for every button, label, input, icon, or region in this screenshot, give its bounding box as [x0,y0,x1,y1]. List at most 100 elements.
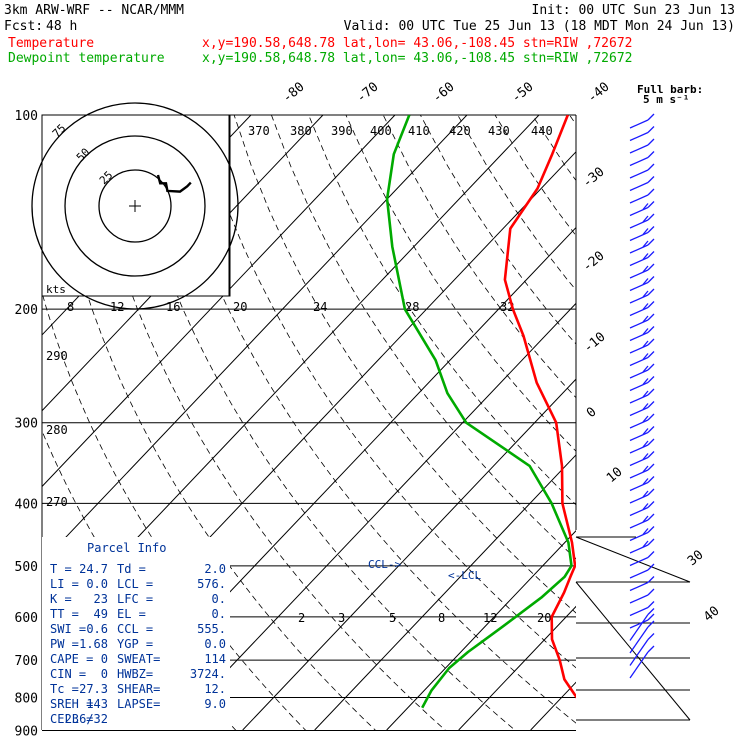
theta-label: 420 [449,124,471,138]
mixing-ratio-label: 20 [537,611,551,625]
wind-barb-flag [642,490,649,498]
parcel-info-cell: 49 [94,607,108,621]
wind-barb [629,244,649,254]
wind-barb-flag [642,453,649,460]
parcel-info-cell: Td = [117,562,146,576]
wind-barb [629,531,649,542]
parcel-info-cell: 3724. [190,667,226,681]
wind-barb [629,394,649,404]
isotherm [675,115,740,730]
isotherm-label: -60 [430,79,458,106]
wind-barb-flag [642,228,649,235]
parcel-info-cell: Tc = [50,682,79,696]
wind-barb-flag [647,613,655,621]
parcel-info-cell: 1.68 [79,637,108,651]
parcel-info-cell: EL = [117,607,146,621]
wind-barb-flag [647,263,655,271]
parcel-info-cell: 0.6 [86,622,108,636]
dewpoint-profile [385,115,573,709]
parcel-info-cell: SREH = [50,697,93,711]
parcel-info-cell: 24.7 [79,562,108,576]
theta-label: 410 [408,124,430,138]
dry-adiabat [457,115,576,291]
wind-barb [629,369,649,379]
parcel-info-cell: 27.3 [79,682,108,696]
wind-barb-flag [642,215,649,223]
parcel-info-cell: LFC = [117,592,153,606]
dry-adiabat [644,115,740,740]
wind-barb [629,639,649,666]
wind-barb-flag [642,315,649,323]
parcel-info-cell: HWBZ= [117,667,153,681]
wind-barb [629,219,649,229]
wind-barb [629,606,649,617]
isotherm-label: -20 [580,248,608,275]
wind-barb [629,381,649,392]
wind-barb-flag [647,538,655,546]
wind-barb-flag [647,620,655,628]
wind-barb-flag [647,463,655,471]
wind-barbs [629,113,655,679]
isotherm-label: -30 [580,164,608,191]
theta-label: 440 [531,124,553,138]
wind-barb-flag [642,340,649,348]
parcel-info-cell: 114 [204,652,226,666]
parcel-info-cell: LAPSE= [117,697,160,711]
wind-barb-flag [647,238,655,246]
wind-barb-flag [647,338,655,346]
wind-barb-flag [647,188,655,196]
wind-barb-flag [642,265,649,273]
wind-barb [629,569,649,579]
wind-barb-flag [647,326,655,333]
wind-barb-flag [647,476,655,483]
wind-barb-flag [647,363,655,371]
wind-barb-flag [647,113,655,121]
dry-adiabat [345,115,576,452]
parcel-info-box: Parcel Info T = 24.7 Td = 2.0LI = 0.0 LCL = 57… [42,537,230,730]
parcel-info-cell: LCL = [117,577,153,591]
pressure-axis: 1002003004005006007008009001000 [15,109,38,739]
isotherm-label: -50 [509,79,537,106]
theta-label: 400 [370,124,392,138]
dry-adiabat [271,115,576,560]
hodograph-ring [98,169,172,243]
isotherm-extension [575,581,691,721]
mixing-ratio-label: 5 [389,611,396,625]
theta-label: 270 [46,495,68,509]
wind-barb-flag [642,253,649,260]
wind-barb [629,626,649,654]
dry-adiabat [382,115,576,399]
wind-barb-flag [642,353,649,360]
legend-dewpoint-info: x,y=190.58,648.78 lat,lon= 43.06,-108.45… [202,51,632,66]
wind-barb [629,431,649,442]
theta-label: 290 [46,349,68,363]
wind-barb-flag [642,278,649,285]
dry-adiabat [233,115,576,614]
dry-adiabat [420,115,576,345]
barb-key-label: Full barb: [637,83,703,96]
wind-barb-flag [647,351,655,358]
wind-barb [629,206,649,217]
wind-barb [629,581,649,592]
parcel-info-title: Parcel Info [87,541,166,555]
model-title: 3km ARW-WRF -- NCAR/MMM [4,3,184,18]
legend-temperature: Temperature [8,36,94,51]
dry-adiabat [308,115,576,506]
parcel-info-cell: PW = [50,637,79,651]
parcel-info-cell: LI = [50,577,79,591]
parcel-info-cell: CCL = [117,622,153,636]
wind-barb-flag [647,488,655,496]
wind-barb [629,519,649,529]
wind-barb [629,544,649,554]
mixing-ratio-label: 8 [67,300,74,314]
pressure-label: 900 [15,724,38,739]
wind-barb [629,556,649,567]
wind-barb-flag [642,290,649,298]
parcel-info-cell: 0 [101,652,108,666]
wind-barb-flag [647,313,655,321]
dry-adiabat [196,115,576,669]
isotherm [603,115,740,730]
parcel-info-cell: 0.0 [86,577,108,591]
dry-adiabat [607,115,740,740]
